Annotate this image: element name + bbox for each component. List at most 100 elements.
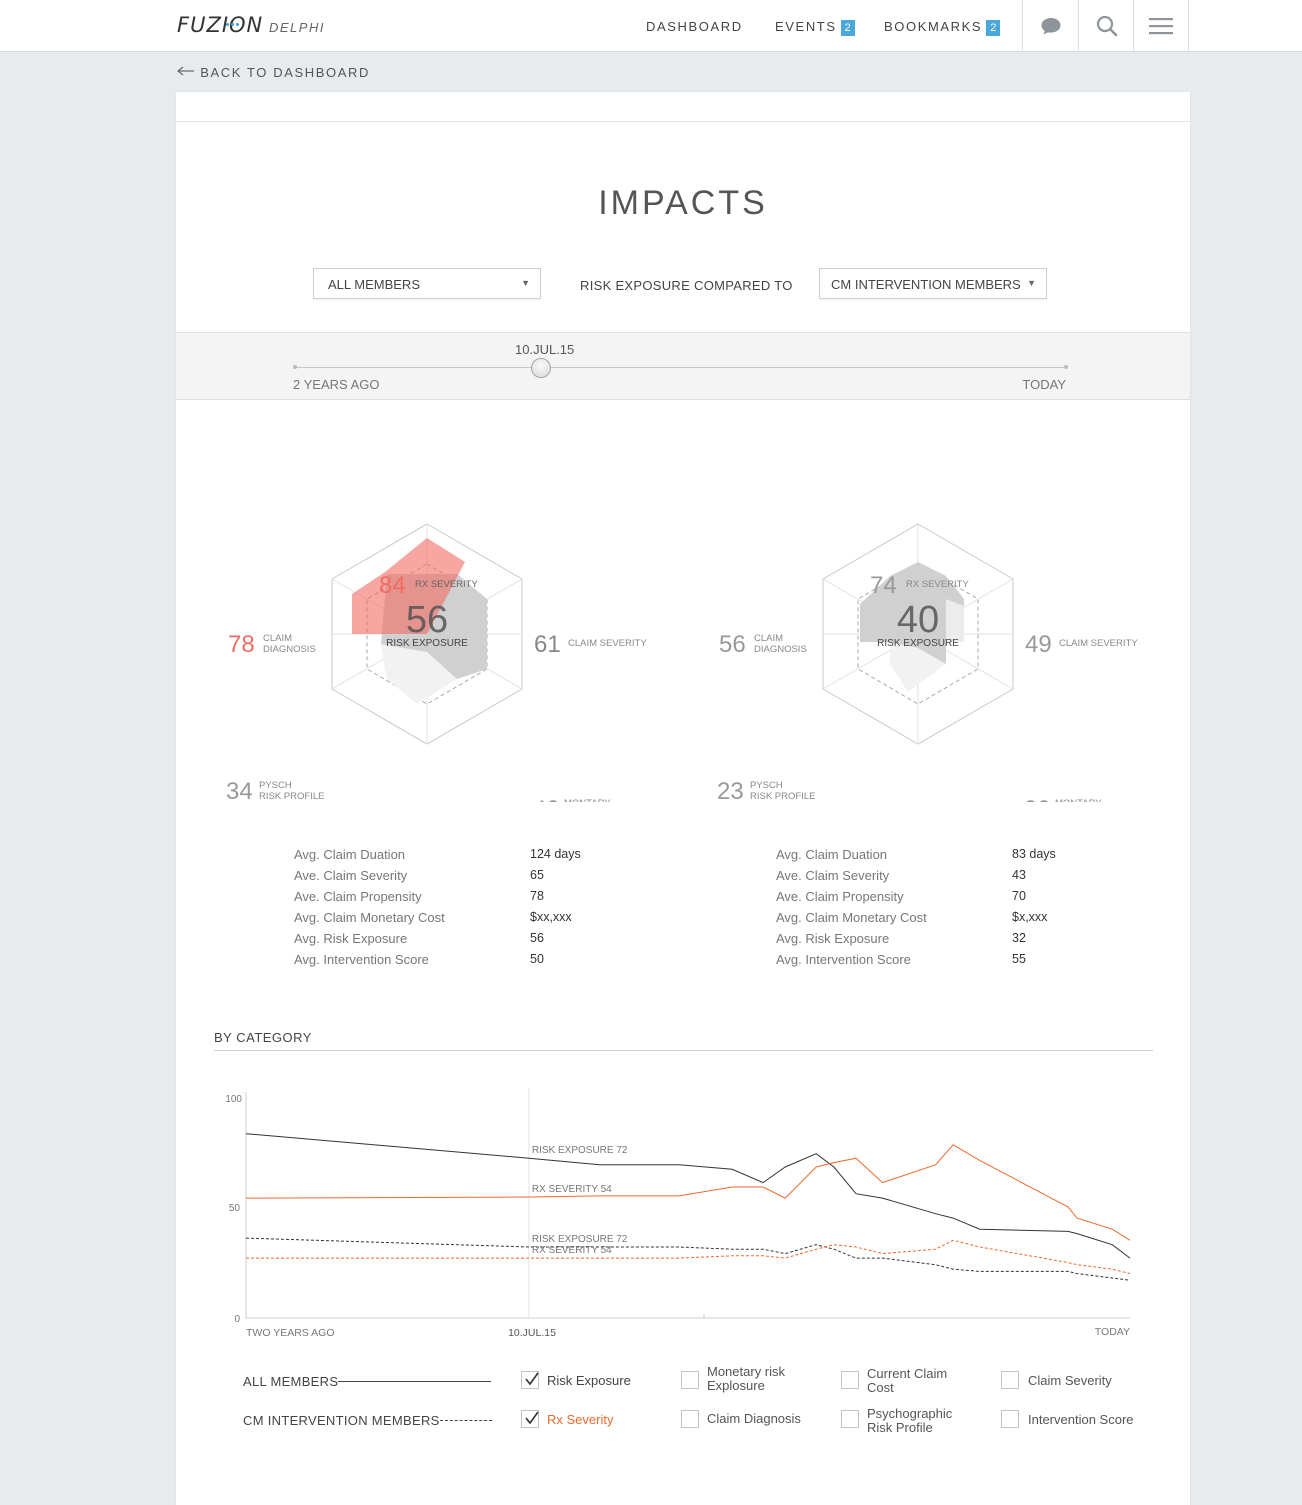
events-count-badge: 2 xyxy=(840,20,855,36)
timeline-end-dot xyxy=(1064,365,1068,369)
x-marker-label: 10.JUL.15 xyxy=(508,1327,556,1339)
timeline-selected-date: 10.JUL.15 xyxy=(515,342,575,357)
radar-axis-value: 40 xyxy=(533,796,560,802)
brand-logo[interactable]: FUZION xyxy=(177,13,264,37)
radar-axis-label: MONTARY xyxy=(564,798,611,802)
radar-axis-value: 74 xyxy=(870,572,897,599)
compare-group-select[interactable]: CM INTERVENTION MEMBERS ▼ xyxy=(819,268,1047,299)
radar-axis-value: 49 xyxy=(1025,631,1052,658)
radar-axis-value: 30 xyxy=(1024,796,1051,802)
checkbox-label[interactable]: Intervention Score xyxy=(1028,1412,1134,1427)
radar-axis-label: PYSCH xyxy=(750,780,783,791)
checkbox-label[interactable]: Claim Diagnosis xyxy=(707,1411,801,1426)
by-category-divider xyxy=(214,1050,1153,1051)
checkbox-label[interactable]: Monetary risk Explosure xyxy=(707,1364,786,1393)
radar-center-label: RISK EXPOSURE xyxy=(386,638,468,649)
radar-axis-label: RX SEVERITY xyxy=(906,579,969,590)
series-line-risk-exposure-cm xyxy=(245,1237,1131,1281)
radar-axis-label: CLAIM SEVERITY xyxy=(568,638,647,649)
series-line-risk-exposure-all xyxy=(245,1133,1131,1259)
radar-axis-label: RX SEVERITY xyxy=(415,579,478,590)
nav-bookmarks[interactable]: BOOKMARKS 2 xyxy=(884,19,1001,36)
arrow-left-icon xyxy=(177,66,194,76)
compare-group-select-value: CM INTERVENTION MEMBERS xyxy=(831,277,1021,292)
menu-icon xyxy=(1149,18,1173,35)
svg-text:RISK PROFILE: RISK PROFILE xyxy=(750,791,815,802)
nav-bookmarks-label: BOOKMARKS xyxy=(884,19,983,34)
radar-axis-label: CLAIM xyxy=(263,633,292,644)
chart-annotation: RX SEVERITY 54 xyxy=(532,1245,612,1256)
radar-highlight-shape xyxy=(352,538,465,634)
checkbox-current-claim-cost[interactable] xyxy=(841,1371,859,1389)
timeline-handle[interactable] xyxy=(531,358,552,378)
impacts-card: IMPACTS ALL MEMBERS ▼ RISK EXPOSURE COMP… xyxy=(176,92,1190,1505)
radar-chart-all-members: 56 RISK EXPOSURE 84 RX SEVERITY 61 CLAIM… xyxy=(226,523,647,802)
timeline-track[interactable] xyxy=(294,367,1066,368)
checkmark-icon xyxy=(525,1411,539,1425)
legend-dashed-line xyxy=(440,1420,492,1421)
radar-axis-value: 23 xyxy=(717,778,744,802)
compare-label: RISK EXPOSURE COMPARED TO xyxy=(580,278,793,293)
radar-axis-label: CLAIM xyxy=(754,633,783,644)
y-tick-label: 50 xyxy=(229,1203,241,1214)
series-line-rx-severity-all xyxy=(245,1144,1131,1241)
checkbox-psychographic-risk[interactable] xyxy=(841,1410,859,1428)
y-tick-label: 100 xyxy=(225,1094,242,1105)
radar-axis-label: MONTARY xyxy=(1055,798,1102,802)
timeline-slider[interactable]: 10.JUL.15 2 YEARS AGO TODAY xyxy=(176,332,1190,400)
radar-chart-cm-members: 40 RISK EXPOSURE 74 RX SEVERITY 49 CLAIM… xyxy=(717,523,1138,802)
logo-dots-icon xyxy=(226,13,244,26)
series-line-rx-severity-cm xyxy=(246,1239,1131,1275)
x-end-label: TODAY xyxy=(1095,1326,1130,1338)
menu-button[interactable] xyxy=(1133,0,1189,52)
chevron-down-icon: ▼ xyxy=(1027,278,1036,288)
timeline-end-label: TODAY xyxy=(1022,377,1066,392)
checkbox-label[interactable]: Risk Exposure xyxy=(547,1373,631,1388)
legend-cm-members-label: CM INTERVENTION MEMBERS xyxy=(243,1413,440,1428)
checkbox-label[interactable]: Claim Severity xyxy=(1028,1373,1112,1388)
legend-all-members-label: ALL MEMBERS xyxy=(243,1374,339,1389)
radar-axis-value: 34 xyxy=(226,778,253,802)
card-divider xyxy=(176,121,1190,122)
chat-button[interactable] xyxy=(1022,0,1078,52)
svg-text:DIAGNOSIS: DIAGNOSIS xyxy=(263,644,316,655)
radar-center-value: 40 xyxy=(897,599,939,641)
chart-annotation: RISK EXPOSURE 72 xyxy=(532,1145,628,1156)
page-title: IMPACTS xyxy=(598,184,768,222)
radar-center-label: RISK EXPOSURE xyxy=(877,638,959,649)
nav-dashboard[interactable]: DASHBOARD xyxy=(646,19,743,34)
chat-icon xyxy=(1041,18,1060,35)
timeline-start-label: 2 YEARS AGO xyxy=(293,377,380,392)
checkbox-claim-diagnosis[interactable] xyxy=(681,1410,699,1428)
checkbox-label[interactable]: Rx Severity xyxy=(547,1412,614,1427)
checkbox-rx-severity[interactable] xyxy=(521,1410,539,1428)
radar-center-value: 56 xyxy=(406,599,448,641)
checkbox-risk-exposure[interactable] xyxy=(521,1371,539,1389)
chevron-down-icon: ▼ xyxy=(521,278,530,288)
legend-solid-line xyxy=(338,1381,491,1382)
checkbox-label[interactable]: Psychographic Risk Profile xyxy=(867,1406,953,1435)
checkbox-monetary-risk[interactable] xyxy=(681,1371,699,1389)
radar-axis-value: 56 xyxy=(719,631,746,658)
radar-axis-value: 61 xyxy=(534,631,561,658)
by-category-line-chart: 100 50 0 TWO YEARS AGO 10.JUL.15 TODAY R… xyxy=(225,1088,1131,1339)
chart-annotation: RX SEVERITY 54 xyxy=(532,1184,612,1195)
chart-annotation: RISK EXPOSURE 72 xyxy=(532,1234,628,1245)
brand-subtitle: DELPHI xyxy=(269,20,325,35)
checkbox-label[interactable]: Current Claim Cost xyxy=(867,1366,948,1395)
search-button[interactable] xyxy=(1078,0,1134,52)
member-group-select-value: ALL MEMBERS xyxy=(328,277,420,292)
back-to-dashboard-link[interactable]: BACK TO DASHBOARD xyxy=(177,65,370,80)
checkbox-intervention-score[interactable] xyxy=(1001,1410,1019,1428)
member-group-select[interactable]: ALL MEMBERS ▼ xyxy=(313,268,541,299)
back-link-label: BACK TO DASHBOARD xyxy=(200,65,370,80)
radar-axis-label: CLAIM SEVERITY xyxy=(1059,638,1138,649)
checkbox-claim-severity[interactable] xyxy=(1001,1371,1019,1389)
checkmark-icon xyxy=(525,1372,539,1386)
radar-axis-value: 78 xyxy=(228,631,255,658)
nav-events[interactable]: EVENTS 2 xyxy=(775,19,855,36)
top-navigation-bar: FUZION DELPHI DASHBOARD EVENTS 2 BOOKMARK… xyxy=(0,0,1302,52)
timeline-start-dot xyxy=(293,365,297,369)
radar-axis-label: PYSCH xyxy=(259,780,292,791)
x-start-label: TWO YEARS AGO xyxy=(246,1327,335,1339)
